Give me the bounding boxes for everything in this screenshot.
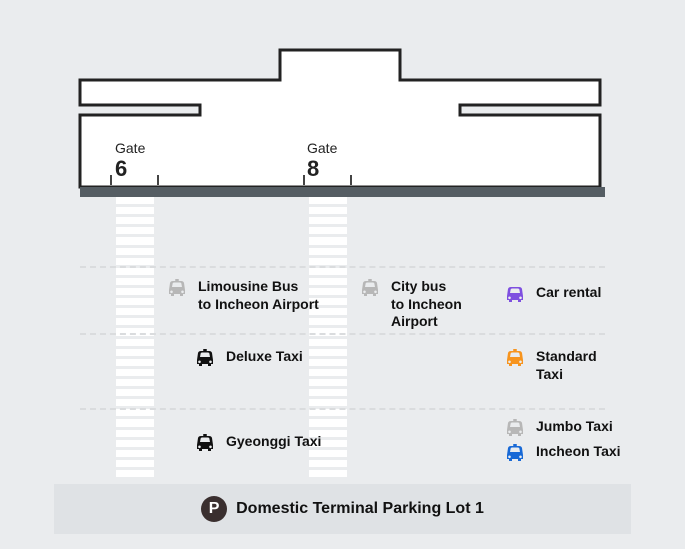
transport-gyeonggi-taxi: Gyeonggi Taxi: [193, 433, 321, 453]
car-icon: [165, 278, 189, 298]
transport-label: Jumbo Taxi: [536, 418, 613, 436]
car-icon: [503, 443, 527, 463]
gate-word: Gate: [307, 140, 337, 156]
terminal-outline: [0, 0, 685, 200]
gate-tick: [303, 175, 305, 185]
airport-ground-transport-map: Gate 6 Gate 8 Limousine Bus to Incheon A…: [0, 0, 685, 549]
crosswalk: [116, 197, 154, 477]
transport-label: City bus to Incheon Airport: [391, 278, 462, 331]
road: [80, 187, 605, 197]
transport-label: Standard Taxi: [536, 348, 597, 383]
transport-limousine-bus: Limousine Bus to Incheon Airport: [165, 278, 319, 313]
transport-label: Gyeonggi Taxi: [226, 433, 321, 451]
transport-standard-taxi: Standard Taxi: [503, 348, 597, 383]
parking-badge-icon: P: [201, 496, 227, 522]
gate-word: Gate: [115, 140, 145, 156]
car-icon: [193, 433, 217, 453]
transport-incheon-taxi: Incheon Taxi: [503, 443, 621, 463]
transport-label: Deluxe Taxi: [226, 348, 303, 366]
gate-tick: [157, 175, 159, 185]
lane-divider: [80, 333, 605, 335]
gate-number: 8: [307, 156, 337, 181]
gate-label-6: Gate 6: [115, 140, 145, 181]
transport-jumbo-taxi: Jumbo Taxi: [503, 418, 613, 438]
gate-tick: [350, 175, 352, 185]
car-icon: [503, 284, 527, 304]
gate-tick: [110, 175, 112, 185]
car-icon: [193, 348, 217, 368]
car-icon: [503, 418, 527, 438]
transport-label: Incheon Taxi: [536, 443, 621, 461]
gate-number: 6: [115, 156, 145, 181]
car-icon: [503, 348, 527, 368]
transport-label: Car rental: [536, 284, 601, 302]
transport-city-bus: City bus to Incheon Airport: [358, 278, 462, 331]
gate-label-8: Gate 8: [307, 140, 337, 181]
parking-label: Domestic Terminal Parking Lot 1: [236, 500, 484, 518]
transport-label: Limousine Bus to Incheon Airport: [198, 278, 319, 313]
transport-car-rental: Car rental: [503, 284, 601, 304]
lane-divider: [80, 408, 605, 410]
parking-banner: P Domestic Terminal Parking Lot 1: [54, 484, 631, 534]
transport-deluxe-taxi: Deluxe Taxi: [193, 348, 303, 368]
car-icon: [358, 278, 382, 298]
lane-divider: [80, 266, 605, 268]
